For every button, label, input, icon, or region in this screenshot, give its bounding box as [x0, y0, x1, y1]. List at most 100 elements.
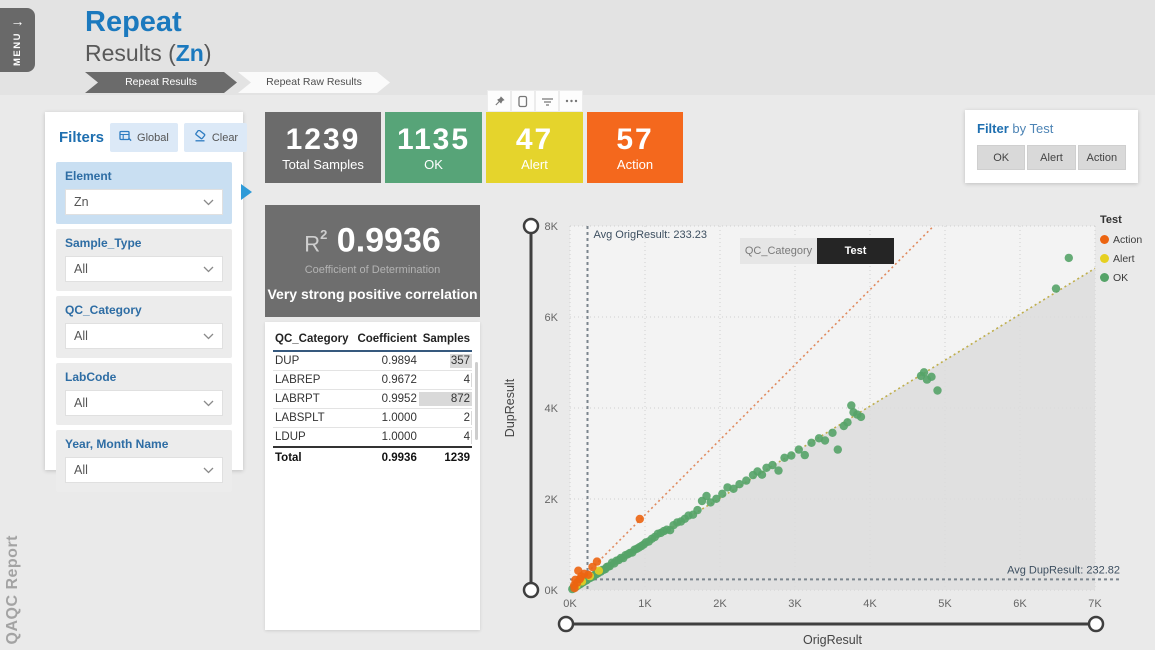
- series-toggle: QC_Category Test: [740, 238, 894, 264]
- samples-value: 4: [463, 374, 470, 386]
- total-coefficient: 0.9936: [353, 446, 419, 467]
- global-label: Global: [137, 131, 169, 144]
- r2-subtitle: Coefficient of Determination: [304, 264, 441, 277]
- x-tick-label: 2K: [713, 598, 727, 610]
- qc-category-cell: LABRPT: [273, 389, 354, 409]
- filter-lines-icon[interactable]: [535, 90, 559, 112]
- filter-dropdown[interactable]: Zn: [65, 189, 223, 215]
- global-filter-button[interactable]: Global: [110, 123, 178, 152]
- table-scrollbar[interactable]: [475, 362, 478, 440]
- avg-dupresult-label: Avg DupResult: 232.82: [1007, 564, 1120, 576]
- x-tick-label: 0K: [563, 598, 577, 610]
- filter-dropdown[interactable]: All: [65, 390, 223, 416]
- filter-dropdown-value: Zn: [74, 195, 89, 209]
- filter-button-alert[interactable]: Alert: [1027, 145, 1076, 170]
- y-tick-label: 6K: [545, 312, 559, 324]
- pin-icon[interactable]: [487, 90, 511, 112]
- breadcrumb: Repeat Results Repeat Raw Results: [85, 72, 390, 93]
- r2-verdict: Very strong positive correlation: [267, 286, 478, 303]
- filter-dropdown-value: All: [74, 463, 88, 477]
- table-row[interactable]: LABSPLT 1.0000 2: [273, 408, 472, 428]
- r2-card: R2 0.9936 Coefficient of Determination V…: [265, 205, 480, 317]
- filter-group-label: Year, Month Name: [65, 437, 169, 451]
- kpi-card[interactable]: 1239 Total Samples: [265, 112, 381, 183]
- coefficient-table-card: QC_Category Coefficient Samples DUP 0.989…: [265, 322, 480, 630]
- kpi-label: Action: [616, 156, 654, 172]
- filter-button-action[interactable]: Action: [1077, 145, 1126, 170]
- col-samples[interactable]: Samples: [418, 329, 472, 352]
- scatter-points-action[interactable]: [569, 514, 644, 593]
- data-bar: [471, 430, 472, 444]
- x-tick-label: 4K: [863, 598, 877, 610]
- menu-button[interactable]: → MENU: [0, 8, 35, 72]
- legend-title: Test: [1100, 214, 1122, 226]
- filter-dropdown-value: All: [74, 262, 88, 276]
- kpi-card[interactable]: 1135 OK: [385, 112, 482, 183]
- more-options-icon[interactable]: [559, 90, 583, 112]
- data-bar: [450, 354, 472, 368]
- filter-dropdown[interactable]: All: [65, 323, 223, 349]
- series-toggle-qc_category[interactable]: QC_Category: [740, 238, 817, 264]
- x-tick-label: 3K: [788, 598, 802, 610]
- clear-filters-button[interactable]: Clear: [183, 123, 248, 152]
- kpi-value: 1239: [285, 122, 361, 156]
- samples-value: 872: [450, 393, 470, 405]
- table-row[interactable]: LABRPT 0.9952 872: [273, 389, 472, 409]
- coefficient-cell: 1.0000: [353, 427, 419, 448]
- subtitle-suffix: ): [203, 40, 212, 66]
- filter-dropdown[interactable]: All: [65, 256, 223, 282]
- page-title: Repeat: [85, 6, 182, 38]
- legend-item[interactable]: OK: [1100, 268, 1142, 287]
- y-tick-label: 4K: [545, 403, 559, 415]
- scatter-plot[interactable]: Avg OrigResult: 233.23 Avg DupResult: 232…: [498, 200, 1155, 650]
- filters-panel: Filters Global Clear Element Zn Sample_Typ…: [45, 112, 248, 492]
- test-filter-title-rest: by Test: [1008, 121, 1054, 136]
- qc-category-cell: LABSPLT: [273, 408, 354, 428]
- data-bar: [418, 392, 472, 406]
- col-coefficient[interactable]: Coefficient: [353, 329, 419, 352]
- filter-group: LabCode All: [56, 363, 232, 425]
- filter-dropdown[interactable]: All: [65, 457, 223, 483]
- r2-exponent: 2: [320, 227, 328, 242]
- legend-dot-icon: [1100, 235, 1109, 244]
- y-slider-handle-bottom[interactable]: [522, 581, 540, 599]
- x-tick-label: 5K: [938, 598, 952, 610]
- legend-item[interactable]: Action: [1100, 230, 1142, 249]
- r2-symbol: R: [304, 231, 321, 257]
- samples-cell: 357: [418, 351, 472, 371]
- col-qc-category[interactable]: QC_Category: [273, 329, 354, 352]
- table-row[interactable]: LABREP 0.9672 4: [273, 370, 472, 390]
- samples-cell: 872: [418, 389, 472, 409]
- breadcrumb-tab[interactable]: Repeat Raw Results: [238, 72, 390, 93]
- kpi-card[interactable]: 57 Action: [587, 112, 683, 183]
- y-slider-handle-top[interactable]: [522, 217, 540, 235]
- kpi-label: OK: [424, 156, 443, 172]
- y-tick-label: 2K: [545, 494, 559, 506]
- qc-category-cell: DUP: [273, 351, 354, 371]
- filter-group-label: Element: [65, 169, 112, 183]
- element-value: Zn: [175, 40, 204, 66]
- legend-item[interactable]: Alert: [1100, 249, 1142, 268]
- series-toggle-test[interactable]: Test: [817, 238, 894, 264]
- samples-cell: 4: [418, 370, 472, 390]
- table-row[interactable]: LDUP 1.0000 4: [273, 427, 472, 448]
- element-filter-pointer-icon: [241, 184, 252, 200]
- filter-group: Sample_Type All: [56, 229, 232, 291]
- kpi-label: Alert: [521, 156, 548, 172]
- threshold-reference-line: [569, 225, 935, 591]
- breadcrumb-tab[interactable]: Repeat Results: [85, 72, 237, 93]
- table-total-row: Total 0.9936 1239: [273, 446, 472, 467]
- table-header-row: QC_Category Coefficient Samples: [273, 329, 472, 352]
- filters-title: Filters: [59, 129, 105, 146]
- chevron-down-icon: [203, 396, 214, 410]
- filter-group-label: Sample_Type: [65, 236, 142, 250]
- filter-button-ok[interactable]: OK: [977, 145, 1026, 170]
- table-row[interactable]: DUP 0.9894 357: [273, 351, 472, 371]
- x-slider-handle-right[interactable]: [1087, 615, 1105, 633]
- filters-header: Filters Global Clear: [56, 123, 248, 152]
- kpi-card[interactable]: 47 Alert: [486, 112, 583, 183]
- legend-dot-icon: [1100, 254, 1109, 263]
- copy-icon[interactable]: [511, 90, 535, 112]
- x-slider-handle-left[interactable]: [557, 615, 575, 633]
- filter-group-label: QC_Category: [65, 303, 142, 317]
